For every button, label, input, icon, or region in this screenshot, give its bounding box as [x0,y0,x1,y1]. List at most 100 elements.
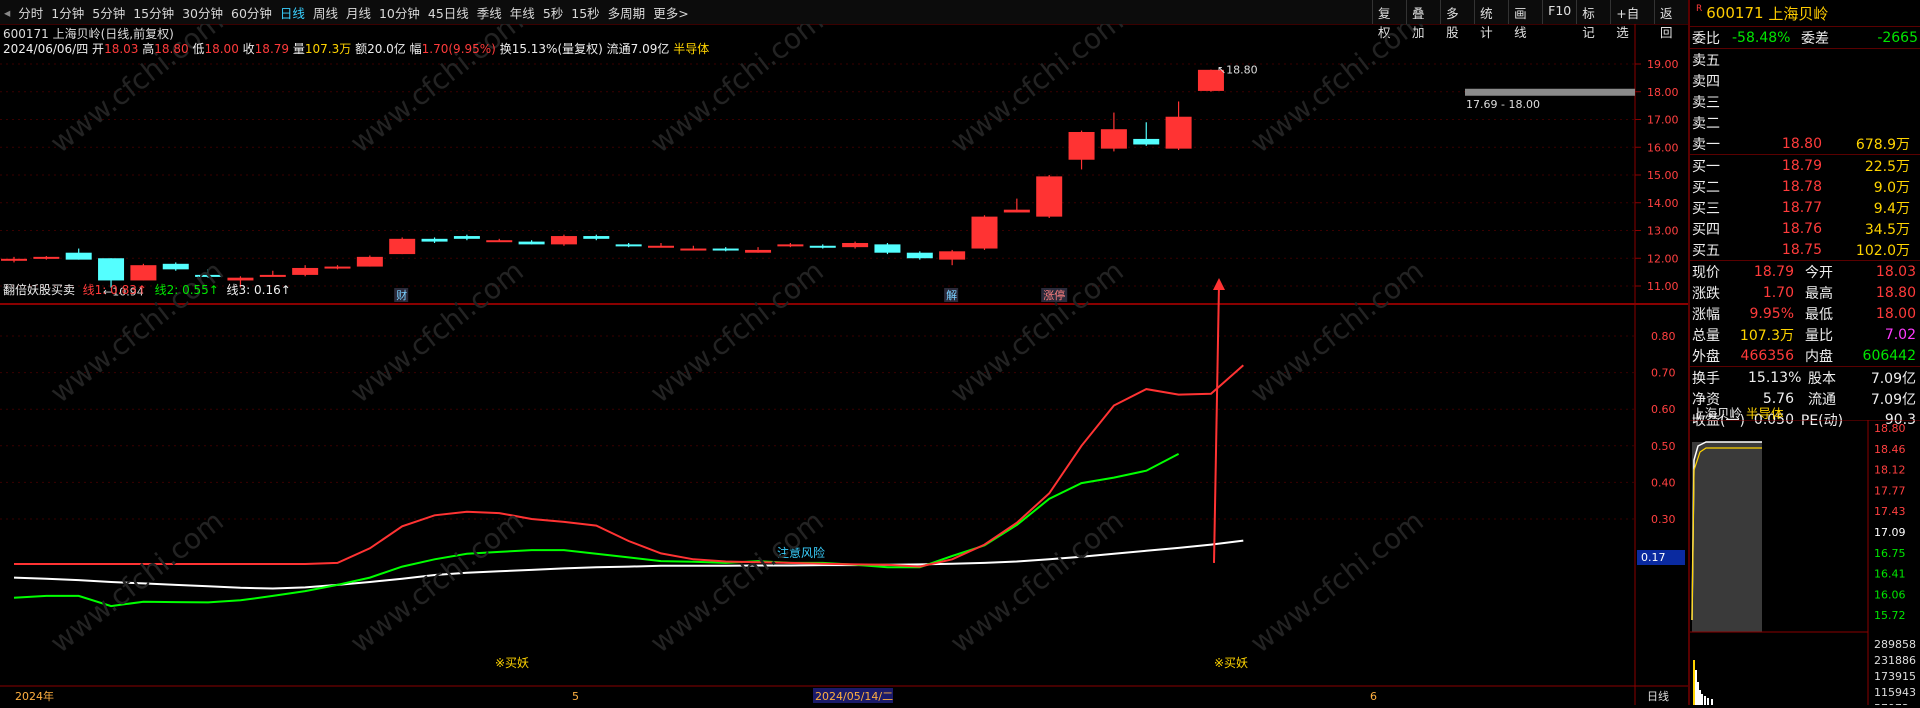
ind-axis-label-5: 0.30 [1651,513,1676,526]
asks-row-4[interactable]: 卖一 18.80 678.9万 [1692,135,1910,153]
bids-row-3[interactable]: 买四 18.76 34.5万 [1692,220,1910,238]
candle-body [65,252,92,260]
stats-row-2[interactable]: 涨幅 9.95% 最低 18.00 [1692,305,1916,323]
high-label: ↖18.80 [1217,64,1258,77]
mini-axis-label-14: 57972 [1874,702,1909,705]
candle-body [227,277,254,281]
ind-axis-label-4: 0.40 [1651,476,1676,489]
toolbar-button-3[interactable]: 统计 [1474,0,1508,40]
line1-series [14,364,1244,568]
toolbar-button-8[interactable]: 返回 [1653,0,1688,40]
asks-row-1[interactable]: 卖四 [1692,73,1720,90]
toolbar-arrow-icon[interactable]: ◂ [4,4,11,20]
period-tab-9[interactable]: 10分钟 [378,5,420,21]
candle-body [292,267,319,275]
watermark: www.cfchi.com [1244,504,1430,659]
bids-row-4[interactable]: 买五 18.75 102.0万 [1692,241,1910,259]
period-tab-8[interactable]: 月线 [345,5,371,21]
candle-body [971,216,998,249]
stock-code: 600171 [1706,4,1764,22]
period-tab-16[interactable]: 更多> [653,5,689,21]
line3-series [13,539,1244,590]
period-tab-2[interactable]: 5分钟 [92,5,126,21]
candle-body [712,248,739,251]
watermark: www.cfchi.com [344,254,530,409]
toolbar-button-7[interactable]: +自选 [1610,0,1654,40]
candle-body [356,256,383,267]
toolbar-button-2[interactable]: 多股 [1440,0,1474,40]
low-label: ←10.94 [103,286,144,299]
bids-row-0[interactable]: 买一 18.79 22.5万 [1692,157,1910,175]
period-tab-10[interactable]: 45日线 [427,5,469,21]
period-tab-0[interactable]: 分时 [18,5,44,21]
mini-axis-label-1: 18.46 [1874,443,1906,456]
stats-row-1[interactable]: 涨跌 1.70 最高 18.80 [1692,284,1916,302]
toolbar-right-buttons: 复权 叠加 多股 统计 画线 F10 标记 +自选 返回 [1372,0,1688,40]
toolbar-button-6[interactable]: 标记 [1576,0,1610,40]
cur-value-box [1637,550,1685,565]
toolbar-button-4[interactable]: 画线 [1508,0,1542,40]
quote-panel: R 600171 上海贝岭 委比 -58.48% 委差 -2665 卖五 卖四 卖三… [1688,0,1920,705]
price-axis-label-8: 11.00 [1647,280,1679,293]
toolbar-button-5[interactable]: F10 [1542,0,1576,24]
period-tab-5[interactable]: 60分钟 [231,5,272,21]
period-tab-3[interactable]: 15分钟 [133,5,175,21]
event-badge-bg [1041,288,1068,302]
mini-axis-label-7: 16.41 [1874,568,1906,581]
candle-body [162,263,189,270]
price-axis-label-4: 15.00 [1647,169,1679,182]
ask-list: 卖五卖四卖三卖二卖一 18.80 678.9万 [1690,48,1920,154]
event-badge-1: 解 [946,288,957,302]
event-badge-bg [394,288,409,302]
candle-body [583,236,610,239]
mini-axis-label-2: 18.12 [1874,464,1906,477]
asks-row-0[interactable]: 卖五 [1692,52,1720,69]
candle-body [874,244,901,253]
stats2-row-0[interactable]: 换手 15.13% 股本 7.09亿 [1692,369,1916,387]
candle-body [1036,176,1063,217]
event-badge-0: 财 [396,288,407,302]
period-tab-7[interactable]: 周线 [312,5,338,21]
mini-axis-label-3: 17.77 [1874,484,1906,497]
main-chart-area[interactable]: 19.00 18.00 17.00 16.00 15.00 14.00 13.00 12.00… [0,4,1688,705]
bids-row-2[interactable]: 买三 18.77 9.4万 [1692,199,1910,217]
period-tab-4[interactable]: 30分钟 [182,5,224,21]
watermark: www.cfchi.com [644,504,830,659]
toolbar-button-1[interactable]: 叠加 [1406,0,1440,40]
period-tab-15[interactable]: 多周期 [607,5,646,21]
toolbar-button-0[interactable]: 复权 [1372,0,1406,40]
period-tab-14[interactable]: 15秒 [571,5,600,21]
candle-body [615,244,642,247]
candle-chart[interactable]: 19.00 18.00 17.00 16.00 15.00 14.00 13.00 12.00… [0,4,1688,705]
bids-row-1[interactable]: 买二 18.78 9.0万 [1692,178,1910,196]
asks-row-3[interactable]: 卖二 [1692,115,1720,132]
candle-body [1197,69,1224,91]
date-label-2: 2024/05/14/二 [815,690,893,703]
watermark: www.cfchi.com [1244,24,1430,160]
range-label: 17.69 - 18.00 [1466,98,1540,111]
stats2-list: 换手 15.13% 股本 7.09亿 净资 5.76 流通 7.09亿 收益(一) 0.050 PE… [1690,366,1920,430]
mini-chart: 18.80 18.46 18.12 17.77 17.43 17.09 16.75 16.41… [1690,420,1920,705]
stats2-row-1[interactable]: 净资 5.76 流通 7.09亿 [1692,390,1916,408]
date-label-0: 2024年 [15,689,54,703]
stats-row-3[interactable]: 总量 107.3万 量比 7.02 [1692,326,1916,344]
stats-row-0[interactable]: 现价 18.79 今开 18.03 [1692,263,1916,281]
ohlc-info: 2024/06/06/四 开18.03 高18.80 低18.00 收18.79… [3,42,710,56]
stats-row-4[interactable]: 外盘 466356 内盘 606442 [1692,347,1916,365]
period-tab-11[interactable]: 季线 [476,5,502,21]
period-tab-1[interactable]: 1分钟 [51,5,85,21]
stock-title: 600171 上海贝岭(日线,前复权) [3,27,174,41]
risk-label: 注意风险 [777,545,825,560]
stats-list: 现价 18.79 今开 18.03 涨跌 1.70 最高 18.80 涨幅 9.95% 最低 18.0… [1690,260,1920,366]
buy-arrow-line [1213,283,1220,563]
candle-body [1100,129,1127,149]
period-tab-12[interactable]: 年线 [509,5,535,21]
candle-body [389,238,416,255]
buy-arrow-head-icon [1213,278,1225,290]
period-tab-13[interactable]: 5秒 [542,5,564,21]
asks-row-2[interactable]: 卖三 [1692,94,1720,111]
period-tab-6[interactable]: 日线 [279,5,305,21]
mini-axis-label-11: 231886 [1874,654,1916,667]
date-label-1: 5 [572,690,579,703]
mini-axis-label-12: 173915 [1874,670,1916,683]
